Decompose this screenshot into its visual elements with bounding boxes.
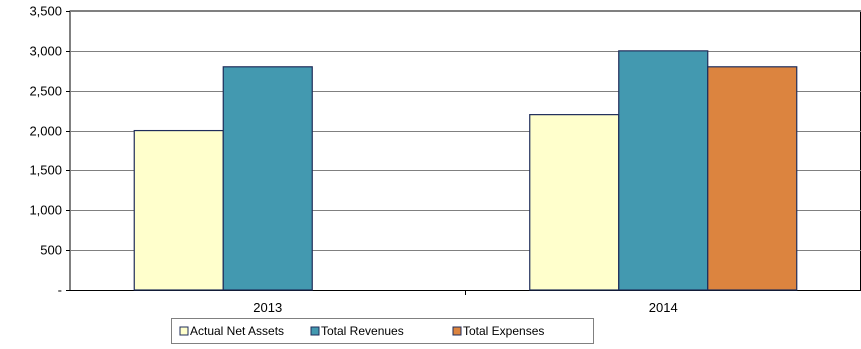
x-tick-label: 2013 xyxy=(253,300,282,315)
y-tick-label: 500 xyxy=(40,243,62,258)
y-tick-label: 2,500 xyxy=(29,84,62,99)
y-tick-label: 1,000 xyxy=(29,203,62,218)
legend: Actual Net Assets Total Revenues Total Exp… xyxy=(171,318,594,344)
y-tick-label: 1,500 xyxy=(29,163,62,178)
y-tick-label: 3,500 xyxy=(29,4,62,19)
bar xyxy=(529,114,620,291)
bar xyxy=(222,66,313,291)
x-tick-label: 2014 xyxy=(649,300,678,315)
legend-label: Total Expenses xyxy=(463,324,544,338)
bar xyxy=(707,66,798,291)
y-tick-label: 2,000 xyxy=(29,124,62,139)
legend-swatch xyxy=(452,326,462,336)
bar xyxy=(618,50,709,291)
legend-label: Total Revenues xyxy=(321,324,404,338)
legend-swatch xyxy=(179,326,189,336)
y-axis-tick-labels: - 500 1,000 1,500 2,000 2,500 3,000 3,500 xyxy=(29,4,70,298)
y-tick-label: 3,000 xyxy=(29,44,62,59)
legend-box xyxy=(171,318,594,344)
bar xyxy=(133,129,224,291)
bars xyxy=(133,50,798,291)
y-tick-label: - xyxy=(58,283,62,298)
legend-swatch xyxy=(310,326,320,336)
legend-label: Actual Net Assets xyxy=(190,324,284,338)
